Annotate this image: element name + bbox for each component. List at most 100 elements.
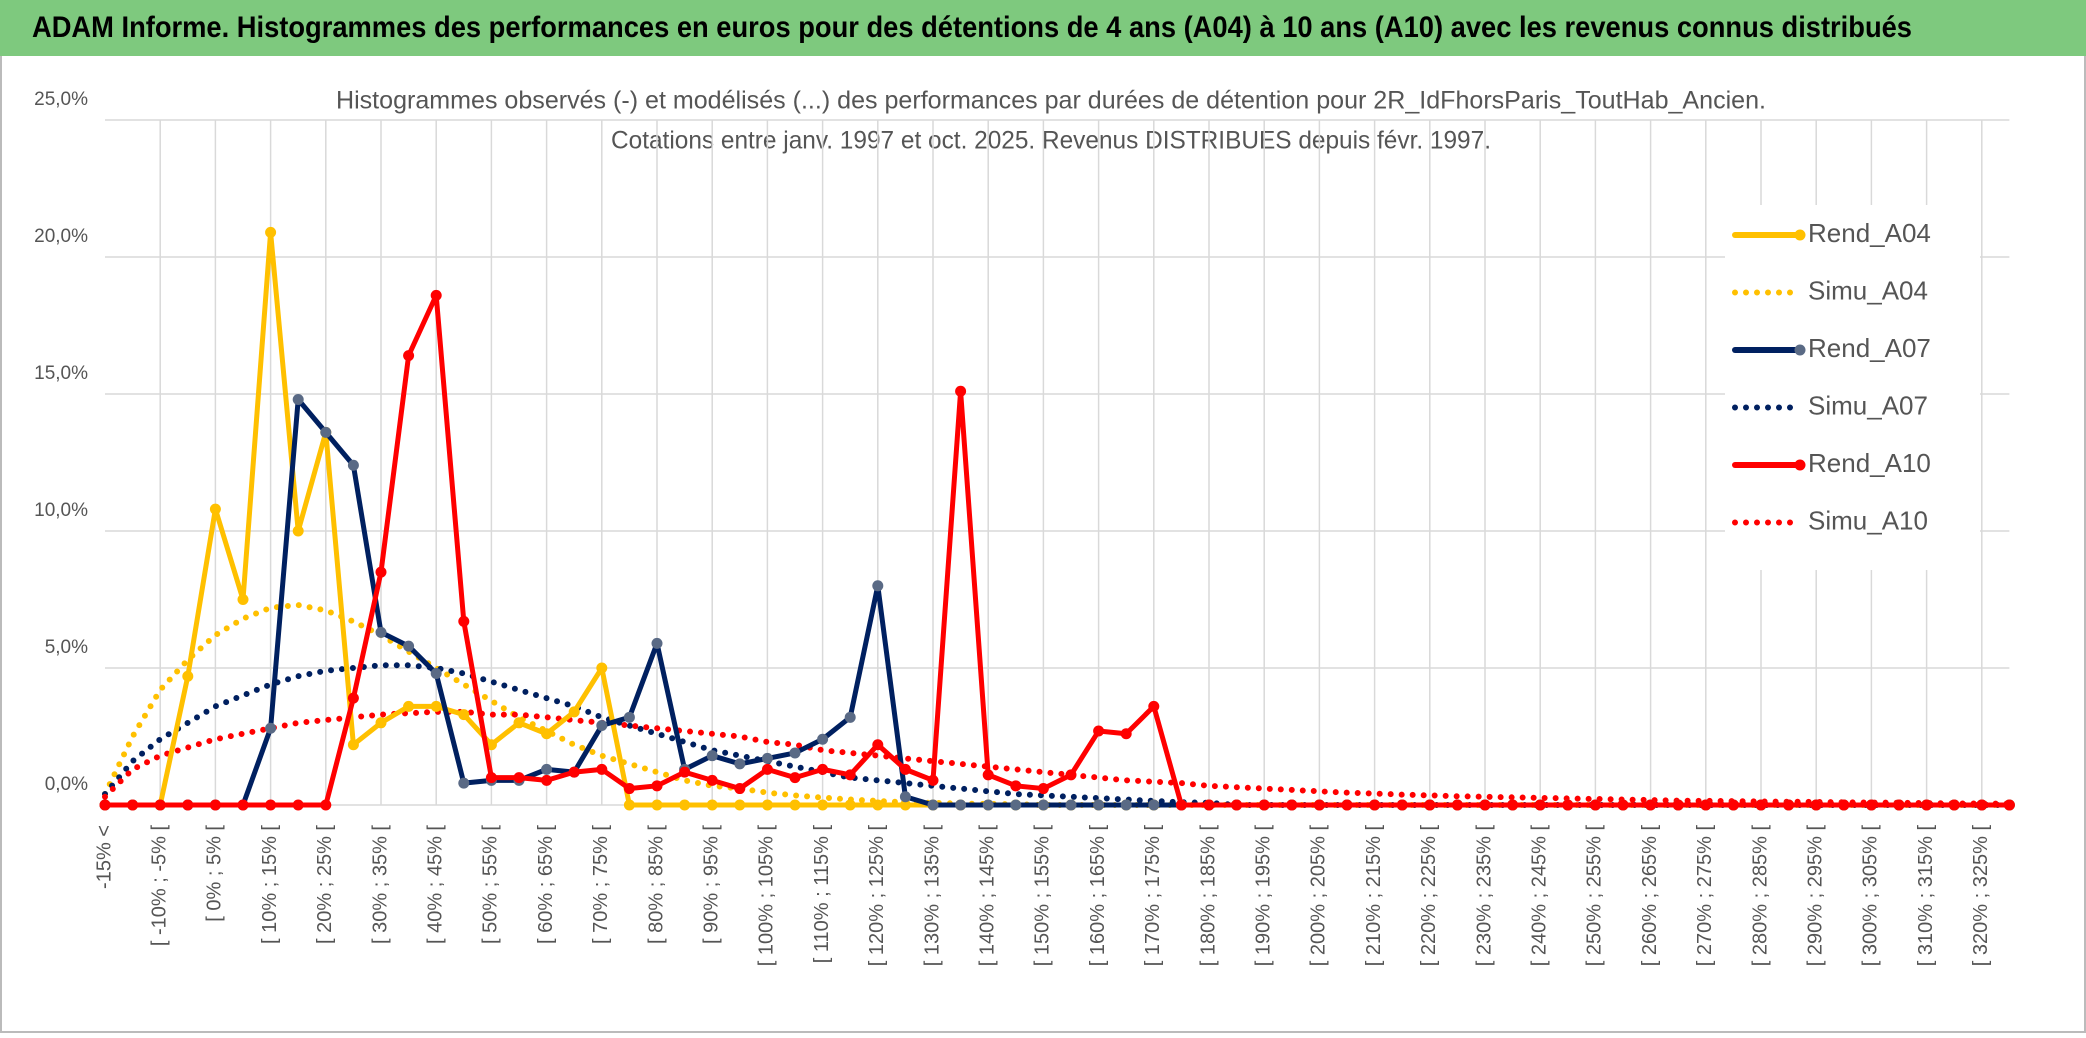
- x-tick-label: [ 270% ; 275% [: [1694, 825, 1716, 967]
- y-tick-label: 25,0%: [34, 89, 88, 110]
- series-marker: [209, 503, 221, 515]
- x-tick-label: [ 300% ; 305% [: [1860, 825, 1882, 967]
- series-marker: [375, 566, 387, 578]
- series-marker: [1451, 799, 1463, 811]
- series-marker: [1369, 799, 1381, 811]
- series-marker: [1148, 799, 1160, 811]
- legend-label: Simu_A04: [1808, 275, 1928, 305]
- series-marker: [596, 763, 608, 775]
- series-marker: [623, 711, 635, 723]
- series-marker: [1258, 799, 1270, 811]
- series-marker: [1010, 780, 1022, 792]
- series-marker: [817, 763, 829, 775]
- series-marker: [789, 747, 801, 759]
- series-marker: [320, 426, 332, 438]
- series-marker: [485, 739, 497, 751]
- series-marker: [513, 772, 525, 784]
- series-marker: [734, 758, 746, 770]
- series-marker: [541, 763, 553, 775]
- series-marker: [292, 525, 304, 537]
- series-marker: [706, 799, 718, 811]
- x-tick-label: [ 170% ; 175% [: [1142, 825, 1164, 967]
- header-band: [0, 0, 2086, 56]
- series-marker: [292, 799, 304, 811]
- y-tick-label: 10,0%: [34, 500, 88, 521]
- series-marker: [265, 226, 277, 238]
- x-tick-label: -15% <: [93, 825, 115, 889]
- legend-marker: [1794, 459, 1806, 471]
- series-marker: [872, 739, 884, 751]
- series-marker: [1120, 728, 1132, 740]
- series-marker: [209, 799, 221, 811]
- series-marker: [1727, 799, 1739, 811]
- series-marker: [1093, 725, 1105, 737]
- x-tick-label: [ 320% ; 325% [: [1970, 825, 1992, 967]
- series-marker: [1838, 799, 1850, 811]
- series-marker: [761, 752, 773, 764]
- series-marker: [1203, 799, 1215, 811]
- x-tick-label: [ 30% ; 35% [: [369, 825, 391, 944]
- series-marker: [734, 783, 746, 795]
- x-tick-label: [ 80% ; 85% [: [645, 825, 667, 944]
- series-marker: [872, 580, 884, 592]
- series-marker: [458, 777, 470, 789]
- series-marker: [1175, 799, 1187, 811]
- series-marker: [623, 783, 635, 795]
- y-tick-label: 15,0%: [34, 363, 88, 384]
- series-marker: [1976, 799, 1988, 811]
- series-marker: [458, 709, 470, 721]
- x-tick-label: [ 280% ; 285% [: [1749, 825, 1771, 967]
- series-marker: [430, 667, 442, 679]
- series-marker: [347, 692, 359, 704]
- x-tick-label: [ 0% ; 5% [: [204, 825, 226, 922]
- series-marker: [596, 662, 608, 674]
- x-tick-label: [ 230% ; 235% [: [1473, 825, 1495, 967]
- series-marker: [651, 637, 663, 649]
- x-tick-label: [ 10% ; 15% [: [259, 825, 281, 944]
- series-marker: [1617, 799, 1629, 811]
- x-tick-label: [ 110% ; 115% [: [811, 825, 833, 964]
- series-marker: [182, 670, 194, 682]
- series-marker: [1065, 799, 1077, 811]
- series-marker: [1948, 799, 1960, 811]
- series-marker: [1313, 799, 1325, 811]
- x-tick-label: [ 100% ; 105% [: [756, 825, 778, 967]
- series-marker: [651, 780, 663, 792]
- series-marker: [347, 459, 359, 471]
- series-marker: [872, 799, 884, 811]
- series-marker: [789, 799, 801, 811]
- series-marker: [706, 750, 718, 762]
- x-tick-label: [ 290% ; 295% [: [1804, 825, 1826, 967]
- series-marker: [403, 640, 415, 652]
- series-marker: [1341, 799, 1353, 811]
- series-marker: [1700, 799, 1712, 811]
- series-marker: [955, 799, 967, 811]
- series-marker: [99, 799, 111, 811]
- series-marker: [1010, 799, 1022, 811]
- series-marker: [679, 799, 691, 811]
- series-marker: [1148, 700, 1160, 712]
- x-tick-label: [ 20% ; 25% [: [314, 825, 336, 944]
- series-marker: [568, 766, 580, 778]
- legend-marker: [1794, 344, 1806, 356]
- x-tick-label: [ 200% ; 205% [: [1308, 825, 1330, 967]
- series-marker: [237, 799, 249, 811]
- series-marker: [899, 763, 911, 775]
- series-marker: [182, 799, 194, 811]
- series-marker: [375, 717, 387, 729]
- series-marker: [1065, 769, 1077, 781]
- x-tick-label: [ 50% ; 55% [: [480, 825, 502, 944]
- series-marker: [458, 615, 470, 627]
- series-marker: [347, 739, 359, 751]
- series-marker: [1037, 799, 1049, 811]
- series-marker: [403, 700, 415, 712]
- series-marker: [1286, 799, 1298, 811]
- header-title: ADAM Informe. Histogrammes des performan…: [32, 11, 1912, 44]
- series-marker: [1396, 799, 1408, 811]
- x-tick-label: [ 250% ; 255% [: [1584, 825, 1606, 967]
- series-marker: [899, 791, 911, 803]
- x-tick-label: [ -10% ; -5% [: [148, 825, 170, 947]
- series-marker: [1120, 799, 1132, 811]
- series-marker: [1479, 799, 1491, 811]
- x-tick-label: [ 220% ; 225% [: [1418, 825, 1440, 967]
